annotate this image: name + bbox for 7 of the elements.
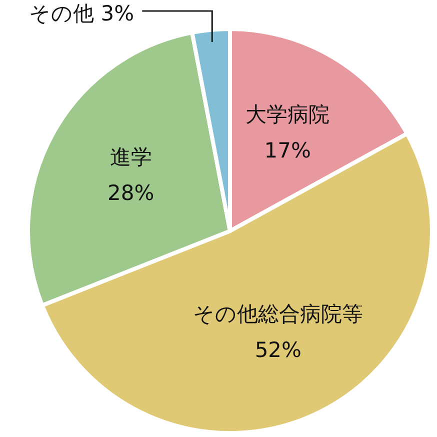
slice-label: 進学 [110,145,152,170]
data-label: 52% [254,338,302,362]
slice-label: その他総合病院等 [193,302,364,326]
slice-label: 大学病院 [246,102,330,126]
slice-label: その他 3% [29,2,134,26]
data-label: 28% [108,181,154,206]
data-label: 17% [264,138,311,162]
